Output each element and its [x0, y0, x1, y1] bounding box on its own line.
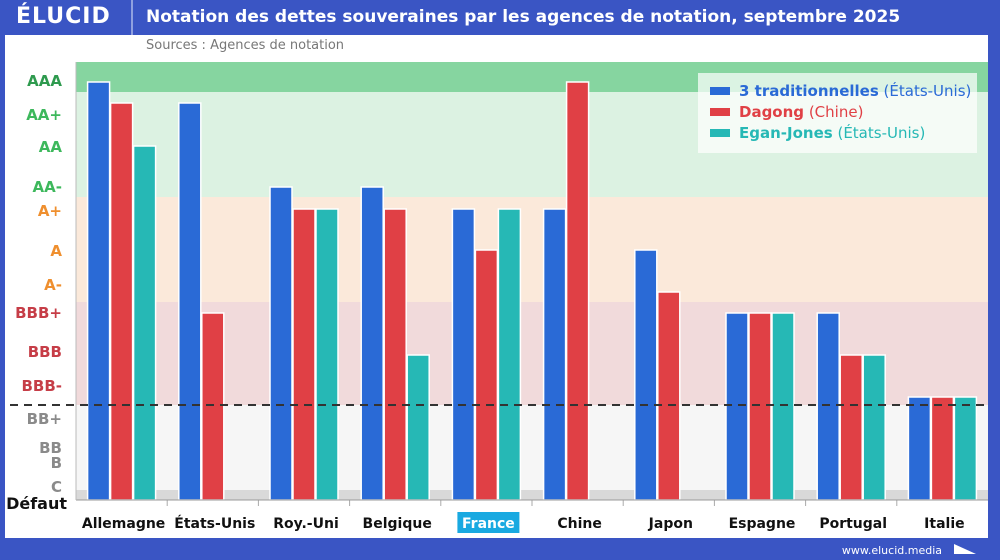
bar-dagong: [109, 102, 134, 501]
legend-item: Egan-Jones (États-Unis): [710, 124, 925, 142]
bar-3-traditionnelles: [725, 312, 749, 501]
y-tick-label: Défaut: [6, 494, 67, 513]
x-tick-label: Portugal: [819, 516, 887, 532]
bar-3-traditionnelles: [816, 312, 840, 501]
bar-dagong: [383, 208, 407, 501]
bar-3-traditionnelles: [86, 81, 111, 501]
band-default: [76, 490, 988, 500]
x-tick-label: France: [462, 516, 515, 532]
x-tick-label: Belgique: [363, 516, 432, 532]
header: ÉLUCID Notation des dettes souveraines p…: [0, 0, 1000, 35]
bar-dagong: [292, 208, 316, 501]
bar-3-traditionnelles: [634, 249, 658, 501]
bar-dagong: [930, 396, 955, 501]
logo-mark-icon: [954, 544, 976, 554]
legend-label: 3 traditionnelles (États-Unis): [739, 82, 972, 100]
y-tick-label: AA: [39, 138, 63, 156]
legend-label: Egan-Jones (États-Unis): [739, 124, 926, 142]
x-tick-label: Allemagne: [82, 516, 165, 532]
bar-3-traditionnelles: [451, 208, 476, 501]
x-tick-label: États-Unis: [174, 515, 255, 532]
y-tick-label: B: [51, 454, 62, 472]
y-tick-label: BBB: [28, 343, 62, 361]
x-tick-label: Japon: [648, 516, 693, 532]
bar-egan-jones: [771, 312, 795, 501]
bar-3-traditionnelles: [360, 186, 384, 501]
divider: [131, 0, 133, 35]
bar-3-traditionnelles: [542, 208, 567, 501]
y-tick-label: BB+: [27, 410, 62, 428]
bar-egan-jones: [406, 354, 430, 501]
bar-3-traditionnelles: [178, 102, 202, 501]
bar-3-traditionnelles: [907, 396, 932, 501]
bar-3-traditionnelles: [269, 186, 293, 501]
legend-swatch: [710, 87, 730, 95]
legend-item: 3 traditionnelles (États-Unis): [710, 82, 971, 100]
y-tick-label: AA-: [33, 178, 62, 196]
bar-dagong: [657, 291, 681, 501]
y-tick-label: C: [51, 478, 62, 496]
y-tick-label: BBB-: [21, 377, 62, 395]
bar-egan-jones: [497, 208, 522, 501]
footer-url[interactable]: www.elucid.media: [841, 544, 942, 557]
bar-egan-jones: [132, 145, 157, 501]
y-tick-label: A+: [38, 202, 62, 220]
bar-egan-jones: [315, 208, 339, 501]
x-tick-label: Roy.-Uni: [273, 516, 339, 532]
y-tick-label: AA+: [26, 106, 62, 124]
bar-dagong: [748, 312, 772, 501]
y-tick-label: BBB+: [15, 304, 62, 322]
legend-swatch: [710, 108, 730, 116]
logo: ÉLUCID: [16, 4, 111, 29]
y-tick-label: A: [50, 242, 62, 260]
highlight-box: [457, 512, 520, 533]
bar-egan-jones: [953, 396, 978, 501]
bar-dagong: [474, 249, 499, 501]
legend-swatch: [710, 129, 730, 137]
bar-dagong: [201, 312, 225, 501]
bar-dagong: [565, 81, 590, 501]
chart-title: Notation des dettes souveraines par les …: [146, 7, 901, 27]
source-note: Sources : Agences de notation: [146, 38, 345, 53]
legend-label: Dagong (Chine): [739, 103, 864, 121]
legend-item: Dagong (Chine): [710, 103, 863, 121]
bar-dagong: [839, 354, 863, 501]
x-tick-label: Chine: [557, 516, 602, 532]
band-a: [76, 197, 988, 302]
y-tick-label: BB: [39, 439, 62, 457]
x-tick-label: Italie: [924, 516, 964, 532]
legend: 3 traditionnelles (États-Unis) Dagong (Ch…: [698, 73, 977, 153]
bar-egan-jones: [862, 354, 886, 501]
x-tick-label: Espagne: [729, 516, 796, 532]
y-tick-label: A-: [44, 276, 62, 294]
y-tick-label: AAA: [27, 72, 62, 90]
